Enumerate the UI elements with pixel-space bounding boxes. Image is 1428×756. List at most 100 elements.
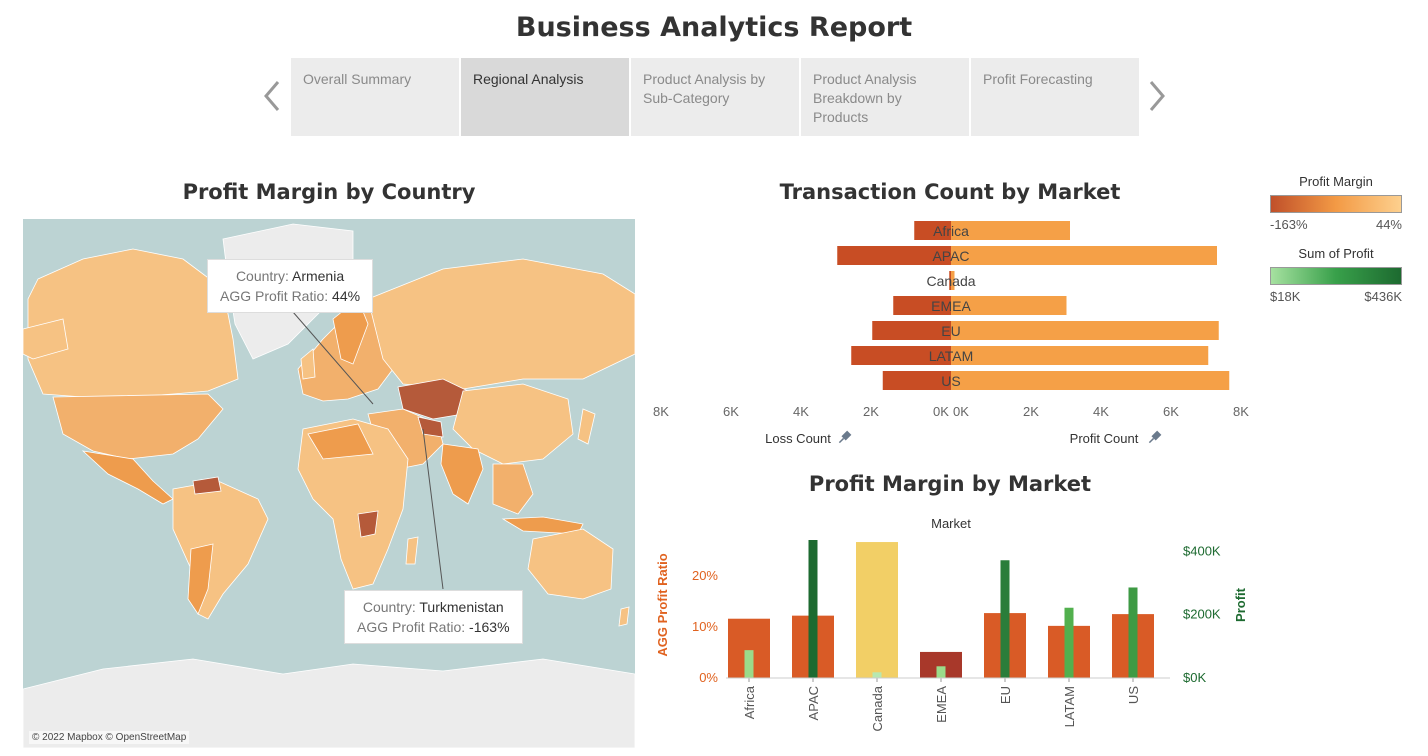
tooltip-ratio-label: AGG Profit Ratio: bbox=[357, 619, 466, 635]
legend-max: $436K bbox=[1364, 289, 1402, 304]
category-label-eu: EU bbox=[941, 323, 960, 339]
profit-bar-eu[interactable] bbox=[951, 321, 1219, 340]
tooltip-country-label: Country: bbox=[235, 268, 289, 284]
profit-count-label: Profit Count bbox=[1070, 431, 1139, 446]
category-label-africa: Africa bbox=[933, 223, 969, 239]
tooltip-ratio-value: 44% bbox=[332, 288, 361, 304]
pin-icon[interactable] bbox=[1147, 430, 1162, 445]
y-tick-left: 10% bbox=[692, 619, 718, 634]
map-canada bbox=[27, 248, 239, 398]
profit-margin-market-chart[interactable]: Market AGG Profit Ratio Profit 0% 10% 20% $0K $… bbox=[640, 510, 1270, 750]
x-tick-label-apac: APAC bbox=[806, 686, 821, 720]
pin-icon[interactable] bbox=[837, 430, 852, 445]
profit-margin-legend[interactable]: Profit Margin -163% 44% bbox=[1270, 174, 1402, 232]
profit-bar-latam[interactable] bbox=[1064, 607, 1074, 678]
x-tick-label-canada: Canada bbox=[870, 685, 885, 731]
legend-max: 44% bbox=[1375, 217, 1402, 232]
chevron-left-icon[interactable] bbox=[260, 78, 284, 114]
pin-head bbox=[1151, 430, 1162, 441]
map-venezuela bbox=[192, 476, 222, 495]
tooltip-country-value: Turkmenistan bbox=[419, 599, 504, 615]
profit-bar-us[interactable] bbox=[951, 371, 1230, 390]
category-label-latam: LATAM bbox=[929, 348, 974, 364]
loss-bar-africa[interactable] bbox=[914, 221, 951, 240]
tab-profit-forecasting[interactable]: Profit Forecasting bbox=[971, 58, 1139, 136]
profit-bar-us[interactable] bbox=[1128, 587, 1138, 678]
profit-bar-canada[interactable] bbox=[872, 672, 882, 678]
map-mexico bbox=[81, 450, 174, 505]
y-tick-right: $0K bbox=[1183, 670, 1206, 685]
map-argentina bbox=[187, 543, 214, 615]
profit-bar-emea[interactable] bbox=[936, 666, 946, 678]
loss-bar-apac[interactable] bbox=[837, 246, 951, 265]
map-antarctica bbox=[23, 658, 635, 748]
y-tick-right: $200K bbox=[1183, 607, 1221, 622]
tab-product-analysis-sub-category[interactable]: Product Analysis by Sub-Category bbox=[631, 58, 799, 136]
map-alaska bbox=[23, 318, 69, 360]
map-turkmenistan bbox=[417, 416, 444, 438]
x-tick-left: 2K bbox=[863, 404, 879, 419]
x-tick-left: 6K bbox=[723, 404, 739, 419]
tooltip-country-label: Country: bbox=[362, 599, 416, 615]
tooltip-armenia: Country: Armenia AGG Profit Ratio: 44% bbox=[207, 259, 374, 313]
map-new-zealand bbox=[618, 606, 630, 627]
sum-of-profit-legend[interactable]: Sum of Profit $18K $436K bbox=[1270, 246, 1402, 304]
loss-bar-us[interactable] bbox=[882, 371, 951, 390]
map-usa bbox=[52, 393, 224, 460]
category-label-canada: Canada bbox=[926, 273, 975, 289]
map-russia bbox=[367, 258, 635, 390]
x-tick-left: 0K bbox=[933, 404, 949, 419]
legend-gradient bbox=[1270, 267, 1402, 285]
map-africa-dark bbox=[357, 510, 379, 538]
y-tick-right: $400K bbox=[1183, 543, 1221, 558]
map-indonesia bbox=[501, 516, 584, 535]
transaction-chart-title: Transaction Count by Market bbox=[779, 180, 1121, 204]
x-tick-right: 0K bbox=[953, 404, 969, 419]
y-tick-left: 20% bbox=[692, 568, 718, 583]
profit-bar-eu[interactable] bbox=[1000, 560, 1010, 678]
x-tick-label-emea: EMEA bbox=[934, 686, 949, 723]
profit-bar-latam[interactable] bbox=[951, 346, 1209, 365]
chart-subtitle: Market bbox=[931, 516, 971, 531]
legend-title: Profit Margin bbox=[1299, 174, 1373, 189]
x-tick-left: 8K bbox=[653, 404, 669, 419]
map-shapes[interactable] bbox=[23, 219, 635, 748]
chevron-right-icon[interactable] bbox=[1145, 78, 1169, 114]
map-se-asia bbox=[492, 463, 534, 515]
page-title: Business Analytics Report bbox=[515, 12, 913, 43]
map-china bbox=[452, 383, 574, 465]
loss-bar-eu[interactable] bbox=[872, 321, 951, 340]
loss-bar-canada[interactable] bbox=[949, 271, 951, 290]
loss-bar-latam[interactable] bbox=[851, 346, 951, 365]
map-title: Profit Margin by Country bbox=[182, 180, 476, 204]
legend-min: -163% bbox=[1270, 217, 1308, 232]
tooltip-country-value: Armenia bbox=[291, 268, 345, 284]
profit-bar-apac[interactable] bbox=[808, 540, 818, 678]
map-japan bbox=[577, 408, 596, 445]
country-map[interactable]: Country: Armenia AGG Profit Ratio: 44% C… bbox=[23, 219, 635, 748]
loss-bar-emea[interactable] bbox=[893, 296, 951, 315]
legend-min: $18K bbox=[1270, 289, 1301, 304]
pin-needle bbox=[838, 437, 845, 444]
map-credit[interactable]: © 2022 Mapbox © OpenStreetMap bbox=[29, 731, 190, 744]
profit-bar-africa[interactable] bbox=[744, 650, 754, 678]
y-tick-left: 0% bbox=[699, 670, 718, 685]
tooltip-turkmenistan: Country: Turkmenistan AGG Profit Ratio: … bbox=[344, 590, 523, 644]
transaction-count-chart[interactable]: Africa APAC Canada EMEA EU LATAM US 8K 6K 4K 2K 0K 0… bbox=[640, 215, 1260, 455]
tab-overall-summary[interactable]: Overall Summary bbox=[291, 58, 459, 136]
profit-bar-canada[interactable] bbox=[951, 271, 955, 290]
y-axis-label-right: Profit bbox=[1233, 587, 1248, 622]
y-axis-label-left: AGG Profit Ratio bbox=[655, 553, 670, 656]
profit-bar-africa[interactable] bbox=[951, 221, 1070, 240]
tooltip-line-armenia bbox=[292, 311, 374, 405]
profit-bar-emea[interactable] bbox=[951, 296, 1067, 315]
x-tick-right: 6K bbox=[1163, 404, 1179, 419]
profit-bar-apac[interactable] bbox=[951, 246, 1217, 265]
tab-regional-analysis[interactable]: Regional Analysis bbox=[461, 58, 629, 136]
loss-count-label: Loss Count bbox=[765, 431, 831, 446]
ratio-bar-canada[interactable] bbox=[856, 542, 898, 678]
map-india bbox=[440, 443, 484, 505]
map-south-america bbox=[172, 480, 269, 620]
tab-product-analysis-products[interactable]: Product Analysis Breakdown by Products bbox=[801, 58, 969, 136]
